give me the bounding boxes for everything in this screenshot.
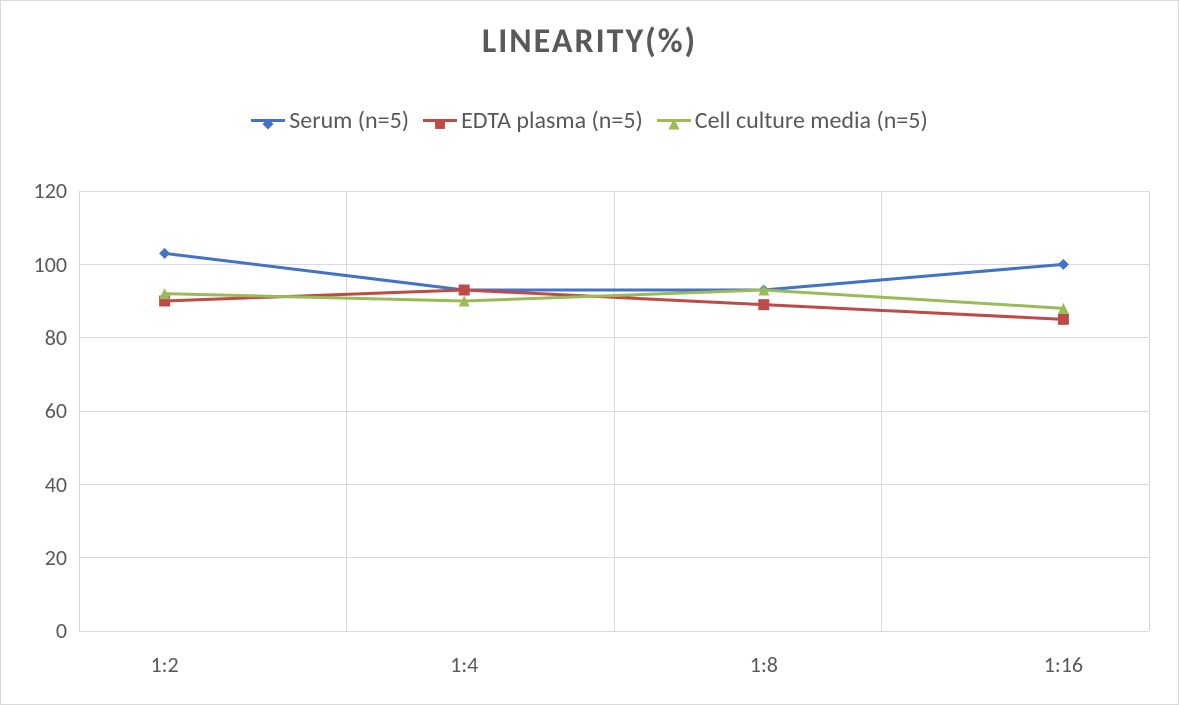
y-tick-label: 100 xyxy=(7,251,67,278)
x-tick-label: 1:4 xyxy=(450,651,478,678)
legend-line-icon xyxy=(423,119,457,122)
diamond-icon xyxy=(263,108,274,137)
series-line xyxy=(165,253,1064,290)
legend-label: Serum (n=5) xyxy=(289,106,409,135)
y-tick-label: 80 xyxy=(7,324,67,351)
square-icon xyxy=(435,108,446,137)
legend-label: EDTA plasma (n=5) xyxy=(461,106,643,135)
series-line xyxy=(165,290,1064,308)
legend-item: Serum (n=5) xyxy=(251,106,409,135)
plot-svg xyxy=(79,191,1149,631)
y-tick-label: 20 xyxy=(7,544,67,571)
legend-item: Cell culture media (n=5) xyxy=(657,106,928,135)
legend-label: Cell culture media (n=5) xyxy=(695,106,928,135)
y-tick-label: 40 xyxy=(7,471,67,498)
diamond-icon xyxy=(1058,259,1069,270)
y-tick-label: 60 xyxy=(7,397,67,424)
chart-title: LINEARITY(%) xyxy=(1,1,1178,62)
x-tick-label: 1:8 xyxy=(750,651,778,678)
square-icon xyxy=(758,299,769,310)
legend-line-icon xyxy=(251,119,285,122)
x-tick-label: 1:16 xyxy=(1044,651,1083,678)
diamond-icon xyxy=(159,248,170,259)
plot-area: 0204060801001201:21:41:81:16 xyxy=(79,191,1149,631)
legend-item: EDTA plasma (n=5) xyxy=(423,106,643,135)
square-icon xyxy=(1058,314,1069,325)
chart-legend: Serum (n=5) EDTA plasma (n=5) Cell culture… xyxy=(1,106,1178,135)
x-tick-label: 1:2 xyxy=(151,651,179,678)
y-tick-label: 0 xyxy=(7,617,67,644)
triangle-icon xyxy=(668,108,679,137)
legend-line-icon xyxy=(657,119,691,122)
y-tick-label: 120 xyxy=(7,177,67,204)
linearity-chart: LINEARITY(%) Serum (n=5) EDTA plasma (n=5… xyxy=(0,0,1179,705)
square-icon xyxy=(459,285,470,296)
